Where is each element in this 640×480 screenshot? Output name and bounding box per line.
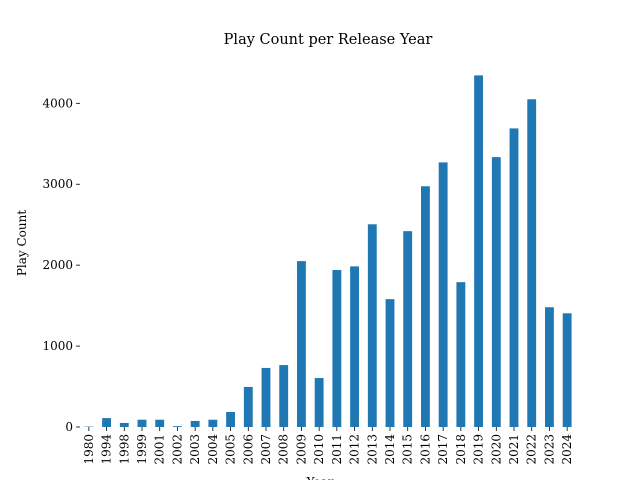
x-tick-label: 2022 — [525, 434, 539, 465]
chart-title: Play Count per Release Year — [224, 32, 433, 48]
x-tick-label: 2011 — [330, 434, 344, 465]
x-tick-label: 2016 — [418, 434, 432, 465]
bar — [226, 412, 235, 427]
x-tick-label: 2006 — [241, 434, 255, 465]
x-tick-label: 1998 — [117, 434, 131, 465]
x-tick-label: 2002 — [170, 434, 184, 465]
bar — [456, 282, 466, 427]
x-tick-label: 2012 — [348, 434, 362, 465]
bar — [119, 422, 129, 427]
bar — [491, 157, 501, 427]
y-tick-label: 3000 — [42, 177, 73, 191]
x-tick-label: 2017 — [436, 434, 450, 465]
bar — [332, 270, 342, 427]
x-tick-label: 2004 — [206, 434, 220, 465]
x-tick-label: 2007 — [259, 434, 273, 465]
bar — [243, 386, 253, 427]
bar — [155, 419, 165, 427]
bar — [403, 231, 413, 427]
bar — [474, 75, 483, 428]
bar — [545, 307, 554, 427]
bar — [173, 426, 182, 427]
bar — [421, 186, 430, 427]
x-tick-label: 2015 — [401, 434, 415, 465]
x-tick-label: 2008 — [277, 434, 291, 465]
bar — [190, 420, 200, 427]
bar — [385, 299, 395, 427]
x-tick-label: 2003 — [188, 434, 202, 465]
y-tick-label: 0 — [65, 420, 73, 434]
x-tick-label: 2023 — [542, 434, 556, 465]
x-tick-label: 2021 — [507, 434, 521, 465]
x-tick-label: 2018 — [454, 434, 468, 465]
x-tick-label: 2014 — [383, 434, 397, 465]
bar — [509, 128, 519, 428]
y-tick-label: 2000 — [42, 258, 73, 272]
x-tick-label: 2013 — [365, 434, 379, 465]
bar — [102, 418, 111, 427]
x-tick-label: 2010 — [312, 434, 326, 465]
bar — [314, 378, 324, 427]
x-axis-label: Year — [306, 475, 334, 480]
bar — [279, 365, 289, 427]
bar — [350, 266, 359, 427]
x-tick-label: 1994 — [100, 434, 114, 465]
bar — [367, 224, 377, 427]
x-tick-label: 1999 — [135, 434, 149, 465]
x-tick-label: 2019 — [472, 434, 486, 465]
bar — [261, 367, 271, 427]
y-axis-label: Play Count — [15, 210, 29, 277]
bar — [438, 162, 448, 427]
y-tick-label: 4000 — [42, 96, 73, 110]
bar — [208, 419, 218, 427]
x-tick-label: 2001 — [153, 434, 167, 465]
x-tick-label: 2024 — [560, 434, 574, 465]
x-tick-label: 2009 — [294, 434, 308, 465]
y-tick-label: 1000 — [42, 339, 73, 353]
bar — [527, 99, 537, 427]
bar — [297, 261, 306, 427]
x-tick-label: 2005 — [224, 434, 238, 465]
x-tick-label: 1980 — [82, 434, 96, 465]
bar — [137, 419, 147, 427]
bar — [562, 313, 572, 427]
x-tick-label: 2020 — [489, 434, 503, 465]
